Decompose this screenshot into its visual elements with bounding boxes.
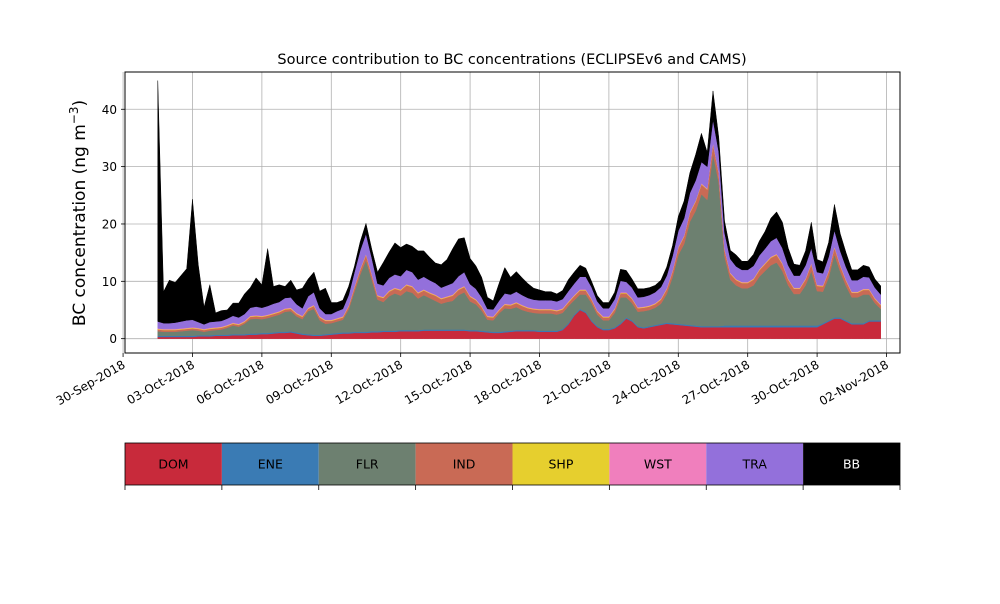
x-tick-label: 12-Oct-2018 xyxy=(333,357,405,407)
y-axis-label: BC concentration (ng m−3) xyxy=(67,100,90,326)
x-tick-label: 18-Oct-2018 xyxy=(472,357,544,407)
colorbar-label-ind: IND xyxy=(453,457,476,472)
x-tick-label: 30-Sep-2018 xyxy=(54,357,128,408)
y-axis-ticks: 0 10 20 30 40 xyxy=(102,103,125,346)
colorbar-label-wst: WST xyxy=(644,457,672,472)
y-tick-label: 30 xyxy=(102,160,117,174)
x-tick-label: 09-Oct-2018 xyxy=(263,357,335,407)
x-tick-label: 15-Oct-2018 xyxy=(402,357,474,407)
colorbar-label-flr: FLR xyxy=(356,457,379,472)
colorbar-label-ene: ENE xyxy=(258,457,283,472)
colorbar-swatch-ene xyxy=(221,443,319,485)
y-tick-label: 20 xyxy=(102,217,117,231)
colorbar-swatch-ind xyxy=(415,443,513,485)
y-axis-label-exponent: −3 xyxy=(67,106,81,124)
x-tick-label: 21-Oct-2018 xyxy=(541,357,613,407)
x-tick-label: 02-Nov-2018 xyxy=(817,357,891,408)
colorbar-label-shp: SHP xyxy=(549,457,574,472)
stacked-areas xyxy=(157,80,881,339)
y-tick-label: 40 xyxy=(102,103,117,117)
colorbar-label-bb: BB xyxy=(843,457,860,472)
colorbar-swatch-shp xyxy=(512,443,610,485)
colorbar-swatch-dom xyxy=(125,443,222,485)
x-tick-label: 27-Oct-2018 xyxy=(680,357,752,407)
plot-frame xyxy=(124,71,901,354)
colorbar-swatch-tra xyxy=(706,443,804,485)
x-axis-ticks: 30-Sep-201803-Oct-201806-Oct-201809-Oct-… xyxy=(54,353,891,408)
chart-title: Source contribution to BC concentrations… xyxy=(277,52,746,68)
colorbar-label-dom: DOM xyxy=(158,457,188,472)
x-tick-label: 06-Oct-2018 xyxy=(194,357,266,407)
colorbar-swatch-wst xyxy=(609,443,707,485)
y-tick-label: 0 xyxy=(109,332,117,346)
colorbar-swatch-bb xyxy=(803,443,900,485)
x-tick-label: 30-Oct-2018 xyxy=(749,357,821,407)
y-axis-label-suffix: ) xyxy=(70,100,90,107)
colorbar-label-tra: TRA xyxy=(742,457,768,472)
y-axis-label-main: BC concentration (ng m xyxy=(70,124,90,326)
svg-text:BC concentration (ng m−3): BC concentration (ng m−3) xyxy=(67,100,90,326)
y-tick-label: 10 xyxy=(102,275,117,289)
x-tick-label: 03-Oct-2018 xyxy=(125,357,197,407)
colorbar-swatch-flr xyxy=(318,443,416,485)
x-tick-label: 24-Oct-2018 xyxy=(610,357,682,407)
area-bb xyxy=(157,80,881,325)
source-colorbar: DOM ENE FLR IND SHP WST TRA BB xyxy=(124,442,901,490)
